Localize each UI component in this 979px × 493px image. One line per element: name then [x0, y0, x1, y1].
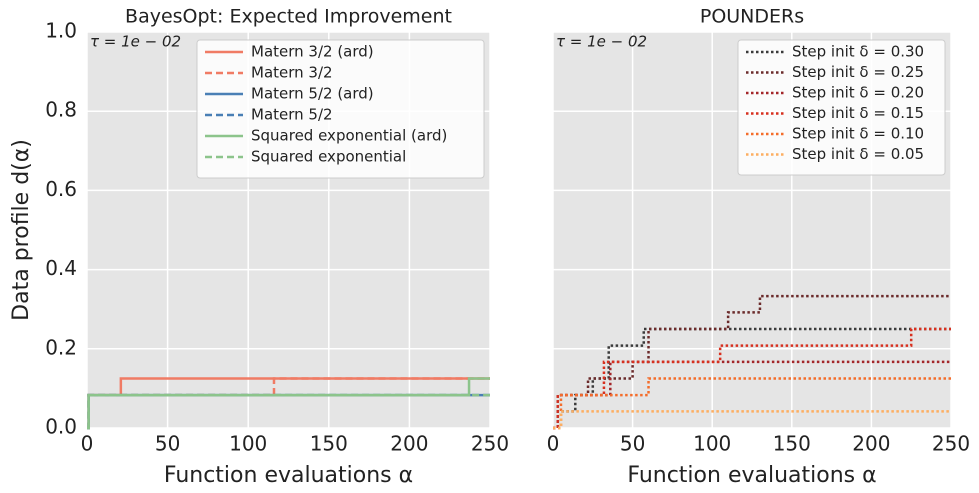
x-tick-label: 100 [229, 432, 267, 456]
x-tick-label: 100 [693, 432, 731, 456]
legend-label: Step init δ = 0.30 [792, 43, 924, 61]
legend-label: Step init δ = 0.10 [792, 125, 924, 143]
legend-label: Step init δ = 0.05 [792, 145, 924, 163]
legend-label: Matern 5/2 (ard) [251, 85, 374, 103]
legend-label: Step init δ = 0.20 [792, 84, 924, 102]
data-line [553, 294, 951, 430]
legend-label: Matern 3/2 (ard) [251, 43, 374, 61]
y-tick-label: 0.4 [45, 256, 77, 280]
y-tick-label: 0.0 [45, 415, 77, 439]
legend-box [196, 39, 485, 179]
legend-box [737, 39, 946, 176]
x-tick-label: 50 [620, 432, 645, 456]
data-line [553, 410, 951, 430]
data-line [553, 327, 951, 430]
y-tick-label: 0.8 [45, 98, 77, 122]
x-tick-label: 250 [932, 432, 970, 456]
legend-label: Squared exponential [251, 148, 406, 166]
x-tick-label: 250 [471, 432, 509, 456]
y-tick-label: 0.6 [45, 177, 77, 201]
legend-label: Matern 3/2 [251, 64, 333, 82]
chart-title: BayesOpt: Expected Improvement [125, 6, 452, 28]
legend-label: Step init δ = 0.15 [792, 104, 924, 122]
legend-label: Step init δ = 0.25 [792, 63, 924, 81]
y-tick-label: 1.0 [45, 19, 77, 43]
data-line [87, 393, 490, 430]
y-tick-label: 0.2 [45, 335, 77, 359]
data-line [553, 327, 951, 430]
x-tick-label: 200 [390, 432, 428, 456]
x-tick-label: 0 [81, 432, 94, 456]
x-axis-label: Function evaluations α [627, 463, 876, 488]
y-axis-label: Data profile d(α) [9, 139, 34, 321]
legend-label: Squared exponential (ard) [251, 127, 447, 145]
legend-label: Matern 5/2 [251, 106, 333, 124]
x-tick-label: 150 [310, 432, 348, 456]
annotation: τ = 1e − 02 [556, 33, 647, 51]
chart-title: POUNDERs [700, 6, 804, 28]
x-tick-label: 50 [155, 432, 180, 456]
x-tick-label: 0 [547, 432, 560, 456]
annotation: τ = 1e − 02 [90, 33, 181, 51]
x-tick-label: 200 [852, 432, 890, 456]
x-tick-label: 150 [773, 432, 811, 456]
x-axis-label: Function evaluations α [164, 463, 413, 488]
